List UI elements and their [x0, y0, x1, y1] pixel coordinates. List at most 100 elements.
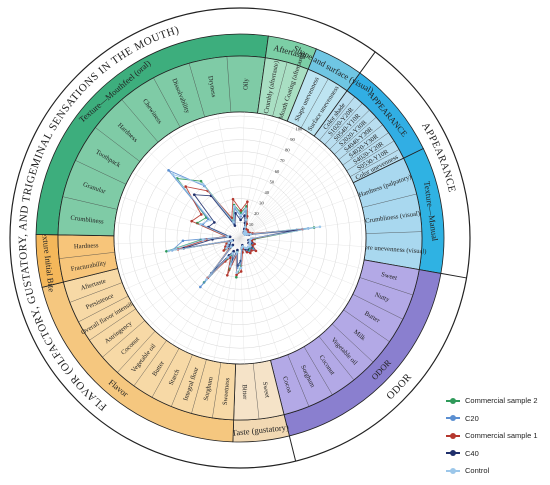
legend-item: C20: [446, 410, 550, 428]
legend-swatch: [446, 432, 460, 439]
grid-spoke: [119, 237, 241, 276]
outer-ring-divider: [288, 435, 297, 462]
attribute-divider: [133, 340, 167, 387]
legend-label: Commercial sample 2: [465, 396, 538, 406]
series-point: [246, 200, 249, 204]
series-point: [204, 278, 208, 281]
series-point: [318, 225, 322, 229]
series-point: [222, 249, 226, 252]
legend-marker: [450, 432, 456, 439]
attribute-divider: [332, 323, 374, 363]
series-point: [233, 224, 237, 227]
series-point: [184, 185, 187, 188]
grid-spoke: [199, 237, 241, 358]
attribute-divider: [362, 193, 417, 208]
legend-item: Commercial sample 2: [446, 392, 550, 410]
radial-tick-label: 90: [290, 137, 295, 142]
series-point: [213, 221, 216, 224]
legend: Commercial sample 2 C20 Commercial sample …: [446, 392, 550, 480]
series-point: [243, 229, 246, 232]
attribute-label: Dryness: [206, 75, 217, 98]
grid-spoke: [239, 162, 341, 239]
series-point: [250, 249, 253, 252]
attribute-label: Sweet: [380, 271, 397, 282]
series-point: [243, 214, 246, 217]
grid-spoke: [239, 124, 295, 239]
attribute-divider: [188, 63, 205, 118]
radial-tick-label: 20: [254, 211, 259, 216]
series-point: [249, 245, 252, 248]
series-point: [199, 213, 203, 216]
attribute-divider: [352, 294, 403, 320]
legend-swatch: [446, 397, 460, 404]
attribute-divider: [102, 320, 145, 358]
grid-spoke: [239, 146, 328, 239]
radial-tick-label: 10: [249, 222, 254, 227]
series-point: [245, 250, 249, 254]
series-point: [240, 246, 244, 250]
attribute-divider: [359, 277, 413, 296]
series-point: [167, 249, 171, 253]
series-point: [229, 265, 232, 268]
series-point: [245, 246, 249, 250]
attribute-label: Crumbliness: [70, 215, 104, 226]
outer-ring-divider: [440, 272, 467, 279]
attribute-divider: [59, 252, 115, 259]
series-point: [230, 239, 233, 242]
attribute-divider: [342, 132, 389, 166]
radial-tick-label: 100: [295, 126, 303, 131]
grid-circle: [176, 174, 304, 302]
series-point: [243, 246, 247, 250]
attribute-divider: [89, 308, 136, 341]
legend-swatch: [446, 467, 460, 474]
series-point: [249, 251, 252, 255]
series-point: [199, 285, 202, 289]
attribute-divider: [153, 77, 181, 128]
series-point: [253, 242, 256, 246]
grid-spoke: [132, 172, 241, 239]
legend-label: Control: [465, 466, 490, 476]
series-point: [235, 271, 239, 274]
legend-swatch: [446, 415, 460, 422]
attribute-label: Sweetness: [222, 377, 232, 405]
attribute-divider: [324, 103, 363, 145]
attribute-label: Bitter: [241, 384, 249, 400]
grid-spoke: [114, 237, 241, 245]
grid-spoke: [239, 237, 326, 331]
attribute-divider: [69, 282, 123, 303]
series-point: [239, 270, 243, 273]
grid-circle: [188, 186, 292, 290]
series-point: [181, 239, 185, 243]
attribute-divider: [171, 354, 193, 407]
attribute-divider: [272, 62, 288, 117]
legend-marker: [450, 467, 456, 474]
attribute-label: Hardness: [74, 242, 99, 250]
series-point: [171, 173, 175, 176]
grid-spoke: [239, 237, 363, 269]
series-point: [236, 248, 239, 252]
series-point: [226, 244, 229, 247]
series-point: [244, 218, 248, 221]
series-point: [201, 238, 205, 242]
grid-spoke: [239, 237, 263, 363]
legend-marker: [450, 415, 456, 422]
grid-spoke: [239, 151, 333, 239]
grid-spoke: [239, 237, 349, 303]
attribute-divider: [318, 336, 355, 381]
series-point: [232, 249, 235, 253]
grid-circle: [153, 151, 327, 325]
series-point: [235, 250, 239, 254]
series-point: [225, 247, 228, 250]
attribute-divider: [78, 295, 129, 323]
grid-spoke: [114, 222, 241, 239]
grid-spoke: [120, 196, 241, 239]
legend-item: C40: [446, 445, 550, 463]
series-point: [229, 245, 233, 248]
legend-label: C40: [465, 448, 479, 458]
attribute-divider: [329, 109, 370, 150]
grid-spoke: [239, 167, 345, 239]
grid-spoke: [239, 156, 337, 239]
attribute-divider: [212, 362, 222, 418]
series-point: [201, 182, 205, 186]
series-point: [227, 241, 231, 245]
